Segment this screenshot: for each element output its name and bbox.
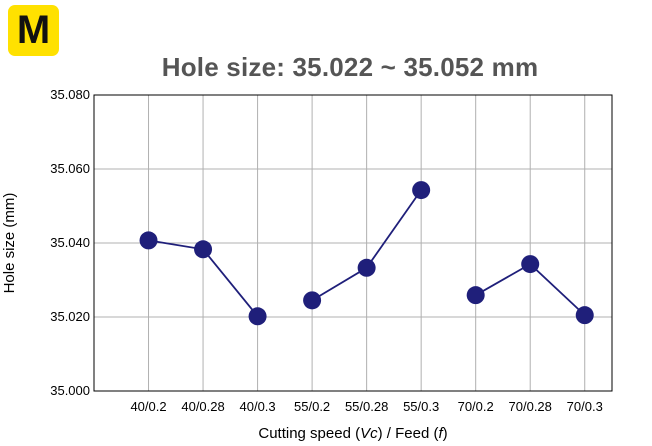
- data-point: [248, 307, 267, 326]
- y-axis-label: Hole size (mm): [1, 193, 18, 294]
- x-tick-label: 70/0.28: [509, 399, 552, 414]
- y-tick-label: 35.080: [50, 87, 90, 102]
- manufacturer-badge: M: [8, 5, 59, 56]
- y-tick-label: 35.000: [50, 383, 90, 398]
- badge-letter: M: [16, 8, 51, 52]
- x-tick-label: 55/0.3: [403, 399, 439, 414]
- chart-title: Hole size: 35.022 ~ 35.052 mm: [161, 52, 539, 82]
- x-tick-label: 70/0.3: [567, 399, 603, 414]
- data-point: [139, 231, 158, 250]
- x-tick-label: 40/0.3: [240, 399, 276, 414]
- data-point: [466, 286, 485, 305]
- x-tick-label: 40/0.28: [181, 399, 224, 414]
- x-axis-label-part: Cutting speed (: [258, 425, 360, 442]
- x-axis-label-part: Vc: [360, 425, 378, 442]
- y-tick-label: 35.040: [50, 235, 90, 250]
- y-tick-label: 35.060: [50, 161, 90, 176]
- x-tick-label: 40/0.2: [130, 399, 166, 414]
- x-axis-label-part: ): [443, 425, 448, 442]
- data-point: [575, 306, 594, 325]
- x-tick-label: 55/0.2: [294, 399, 330, 414]
- x-axis-label-part: ) / Feed (: [378, 425, 439, 442]
- x-tick-label: 55/0.28: [345, 399, 388, 414]
- data-point: [357, 258, 376, 277]
- x-axis-label-part: f: [438, 425, 444, 442]
- plot-frame: [93, 94, 613, 392]
- data-point: [194, 240, 213, 259]
- data-point: [412, 181, 431, 200]
- x-axis-label: Cutting speed (Vc) / Feed (f): [258, 425, 447, 442]
- x-tick-label: 70/0.2: [458, 399, 494, 414]
- data-point: [303, 291, 322, 310]
- y-tick-label: 35.020: [50, 309, 90, 324]
- data-point: [521, 255, 540, 274]
